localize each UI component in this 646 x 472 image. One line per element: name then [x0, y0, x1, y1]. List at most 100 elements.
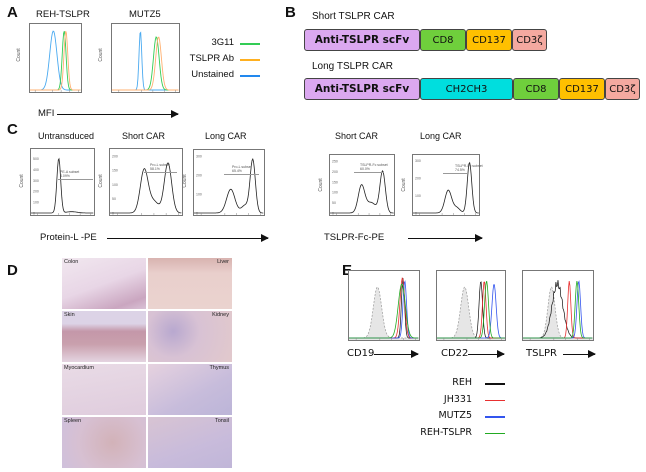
- histogram-curve-sample: [330, 169, 394, 214]
- legend-label: REH: [452, 377, 472, 388]
- ihc-tile-liver: Liver: [148, 258, 232, 309]
- histogram-c-short-car-protein-l: 0 50 100 150 200: [109, 148, 183, 216]
- y-tick-label: 200: [415, 177, 421, 181]
- histogram-curve-tslpr-ab: [30, 31, 81, 91]
- y-tick-label: 100: [415, 194, 421, 198]
- y-tick-label: 100: [33, 201, 39, 205]
- car-segment-cd137: CD137: [466, 29, 512, 51]
- gate-line[interactable]: [354, 172, 384, 173]
- legend-label: Unstained: [191, 69, 234, 80]
- panel-label-d: D: [7, 262, 18, 279]
- arrow-icon: [408, 234, 483, 242]
- histogram-svg: [349, 277, 419, 340]
- x-axis-label-mfi: MFI: [38, 108, 55, 119]
- y-tick-label: 100: [332, 191, 338, 195]
- ihc-tile-spleen: Spleen: [62, 417, 146, 468]
- y-tick-label: 0: [196, 212, 198, 216]
- tissue-label: Thymus: [209, 365, 229, 371]
- x-axis-label-protein-l: Protein-L -PE: [40, 232, 97, 243]
- y-tick-label: 200: [196, 173, 202, 177]
- y-tick-label: 500: [33, 157, 39, 161]
- histogram-svg: [437, 280, 505, 340]
- gate-line[interactable]: [144, 172, 177, 173]
- histogram-e-cd19: [348, 270, 420, 341]
- y-tick-label: 0: [33, 212, 35, 216]
- gate-label: Pro-L subset 65.4%: [232, 165, 252, 173]
- histogram-curve-reh-tslpr: [523, 281, 593, 339]
- tissue-label: Skin: [64, 312, 75, 318]
- tissue-label: Colon: [64, 259, 79, 265]
- histogram-svg: [30, 30, 81, 92]
- y-tick-label: 250: [332, 160, 338, 164]
- plot-title-mutz5: MUTZ5: [129, 9, 161, 20]
- histogram-svg: 0 100 200 300: [413, 159, 479, 216]
- y-tick-label: 150: [112, 169, 118, 173]
- histogram-a-mutz5: [111, 23, 180, 93]
- histogram-e-cd22: [436, 270, 506, 341]
- tissue-label: Myocardium: [64, 365, 94, 371]
- arrow-icon: [563, 350, 596, 358]
- car-segment-anti-tslpr-scfv: Anti-TSLPR scFv: [304, 78, 420, 100]
- histogram-svg: [112, 31, 179, 92]
- ihc-tile-thymus: Thymus: [148, 364, 232, 415]
- ihc-tile-kidney: Kidney: [148, 311, 232, 362]
- tissue-label: Liver: [217, 259, 229, 265]
- legend-swatch: [240, 43, 260, 45]
- y-tick-label: 0: [415, 212, 417, 216]
- legend-label: 3G11: [211, 37, 234, 48]
- histogram-a-reh-tslpr: [29, 23, 82, 93]
- legend-swatch: [485, 416, 505, 418]
- histogram-curve-unstained: [112, 31, 179, 91]
- car-segment-cd8: CD8: [420, 29, 466, 51]
- histogram-curve-reh-tslpr: [437, 280, 505, 339]
- y-tick-label: 100: [196, 192, 202, 196]
- legend-label: MUTZ5: [438, 410, 472, 421]
- y-axis-label-count: Count: [401, 178, 407, 192]
- histogram-c-long-car-protein-l: 0 100 200 300: [193, 149, 265, 216]
- histogram-svg: 0 100 200 300: [194, 154, 264, 216]
- plot-title-c: Long CAR: [205, 131, 247, 141]
- y-axis-label-count: Count: [98, 174, 104, 188]
- y-tick-label: 300: [415, 159, 421, 163]
- gate-line[interactable]: [224, 174, 259, 175]
- plot-title-c: Long CAR: [420, 131, 462, 141]
- ihc-tile-myocardium: Myocardium: [62, 364, 146, 415]
- plot-title-c: Short CAR: [335, 131, 379, 141]
- car-segment-cd8: CD8: [513, 78, 559, 100]
- histogram-e-tslpr: [522, 270, 594, 341]
- tissue-label: Kidney: [212, 312, 229, 318]
- isotype-fill: [349, 287, 419, 340]
- arrow-icon: [57, 110, 179, 118]
- histogram-curve-3g11: [112, 36, 179, 91]
- legend-swatch: [485, 383, 505, 385]
- y-tick-label: 300: [196, 154, 202, 158]
- panel-label-a: A: [7, 4, 18, 21]
- y-tick-label: 200: [332, 170, 338, 174]
- tissue-label: Tonsil: [214, 418, 229, 424]
- plot-title-c: Untransduced: [38, 131, 95, 141]
- histogram-curve-reh-tslpr: [349, 283, 419, 339]
- car-segment-cd3-: CD3ζ: [512, 29, 547, 51]
- panel-label-e: E: [342, 262, 353, 279]
- histogram-curve-sample: [194, 157, 264, 214]
- y-axis-label-count: Count: [19, 174, 25, 188]
- gate-label: Pro-L subset 58.1%: [150, 163, 170, 171]
- isotype-fill: [437, 287, 505, 340]
- tissue-label: Spleen: [64, 418, 82, 424]
- histogram-curve-sample: [31, 157, 94, 214]
- y-tick-label: 50: [112, 197, 116, 201]
- panel-label-b: B: [285, 4, 296, 21]
- histogram-svg: 0 100 200 300 400 500: [31, 157, 94, 216]
- y-tick-label: 0: [112, 212, 114, 216]
- legend-swatch: [240, 75, 260, 77]
- gate-line[interactable]: [58, 179, 93, 180]
- y-tick-label: 200: [112, 154, 118, 158]
- short-car-title: Short TSLPR CAR: [312, 11, 395, 22]
- y-tick-label: 150: [332, 180, 338, 184]
- arrow-icon: [468, 350, 505, 358]
- arrow-icon: [107, 234, 269, 242]
- plot-title-reh-tslpr: REH-TSLPR: [36, 9, 90, 20]
- panel-label-c: C: [7, 121, 18, 138]
- histogram-c-untransduced: 0 100 200 300 400 500: [30, 148, 95, 216]
- gate-line[interactable]: [443, 173, 468, 174]
